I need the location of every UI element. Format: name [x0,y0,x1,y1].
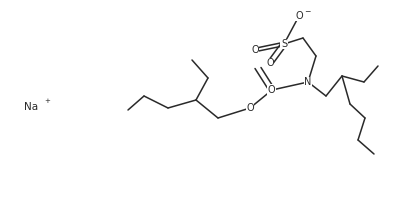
Text: O: O [295,11,303,21]
Text: −: − [305,7,311,16]
Text: O: O [251,45,259,55]
Text: O: O [266,58,274,68]
Text: O: O [267,85,275,95]
Text: +: + [44,98,50,104]
Text: N: N [304,77,312,87]
Text: O: O [246,103,254,113]
Text: Na: Na [24,102,38,112]
Text: S: S [281,39,287,49]
